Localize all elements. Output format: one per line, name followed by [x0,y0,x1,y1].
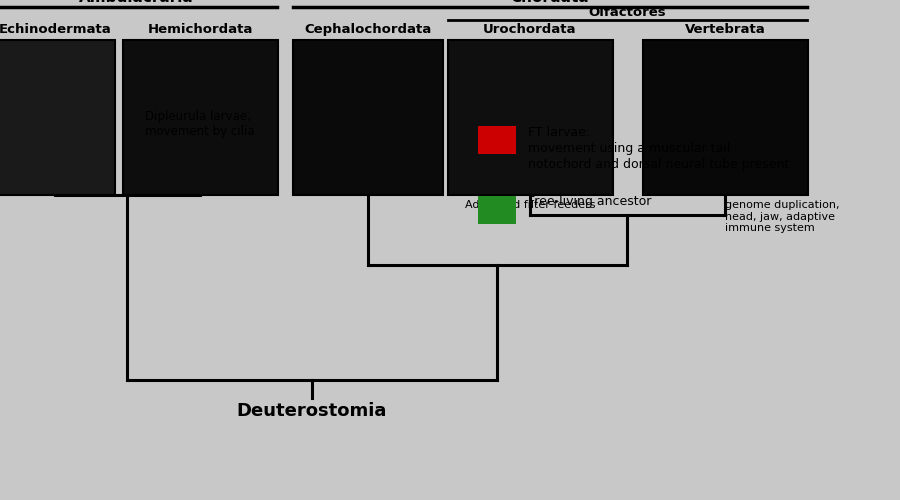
Text: Hemichordata: Hemichordata [148,23,253,36]
Text: Dipleurula larvae;
movement by cilia: Dipleurula larvae; movement by cilia [145,110,255,138]
Bar [643,40,808,195]
Text: Deuterostomia: Deuterostomia [237,402,387,420]
Text: Olfactores: Olfactores [589,6,666,19]
Text: genome duplication,
head, jaw, adaptive
immune system: genome duplication, head, jaw, adaptive … [725,200,840,233]
Bar [448,40,613,195]
Text: Vertebrata: Vertebrata [685,23,765,36]
Text: Cephalochordata: Cephalochordata [304,23,432,36]
Text: Chordata: Chordata [510,0,590,5]
Bar [478,126,516,154]
Text: notochord and dorsal neural tube present: notochord and dorsal neural tube present [528,158,789,171]
Bar [0,40,115,195]
Text: Free-living ancestor: Free-living ancestor [528,196,652,208]
Text: Echinodermata: Echinodermata [0,23,112,36]
Text: Advanced filter feeders: Advanced filter feeders [464,200,595,210]
Text: movement using a muscular tail: movement using a muscular tail [528,142,731,155]
Text: Urochordata: Urochordata [483,23,577,36]
Text: FT larvae:: FT larvae: [528,126,590,139]
Bar [123,40,278,195]
Text: Ambulacraria: Ambulacraria [78,0,194,5]
Bar [478,196,516,224]
Bar [293,40,443,195]
